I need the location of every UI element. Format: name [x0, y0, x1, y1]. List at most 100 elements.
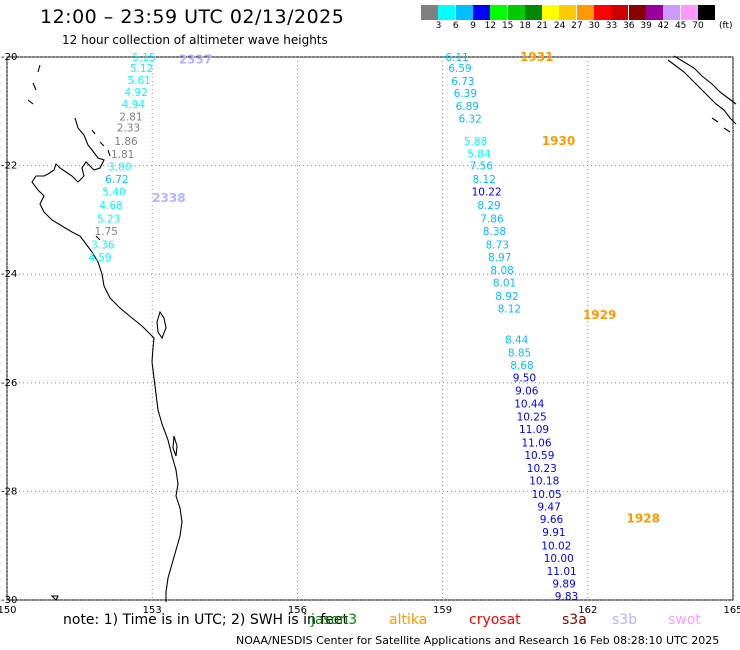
time-label: 1931 [520, 50, 553, 64]
legend-label: 33 [605, 21, 618, 31]
legend-label: 27 [571, 21, 583, 31]
time-label: 1930 [542, 134, 575, 148]
swh-value-label: 8.68 [510, 360, 533, 372]
legend-label: 36 [623, 21, 635, 31]
coastline [27, 55, 737, 602]
swh-value-label: 11.01 [547, 566, 577, 578]
swh-value-label: 3.36 [91, 239, 115, 251]
swh-value-label: 10.00 [544, 553, 574, 565]
legend-label: 24 [553, 21, 566, 31]
lon-tick-label: 162 [578, 605, 597, 615]
swh-value-label: 8.73 [486, 239, 509, 251]
swh-value-label: 6.89 [456, 101, 479, 113]
swh-values: 5.155.125.614.924.942.812.331.861.813.80… [88, 52, 578, 603]
legend-label: 39 [640, 21, 652, 31]
swh-value-label: 1.81 [111, 149, 134, 161]
legend-swatch [611, 5, 629, 20]
legend-unit: (ft) [719, 21, 733, 31]
legend-label: 3 [435, 21, 442, 31]
legend-swatch [490, 5, 508, 20]
legend-swatch [680, 5, 698, 20]
footnote: note: 1) Time is in UTC; 2) SWH is in fe… [0, 612, 740, 632]
swh-value-label: 10.44 [514, 398, 544, 410]
legend-label: 12 [484, 21, 497, 31]
swh-value-label: 11.09 [519, 424, 549, 436]
swh-value-label: 9.91 [542, 527, 565, 539]
legend-swatch [438, 5, 456, 20]
credit-line: NOAA/NESDIS Center for Satellite Applica… [236, 634, 720, 647]
swh-value-label: 9.06 [515, 385, 539, 397]
legend-swatch [576, 5, 594, 20]
swh-value-label: 6.59 [448, 63, 471, 75]
whitsunday-islands [91, 129, 111, 241]
lon-tick-label: 150 [0, 605, 17, 615]
map-frame [6, 56, 734, 601]
satellite-altika: altika [389, 612, 428, 628]
satellite-cryosat: cryosat [469, 612, 521, 628]
swh-value-label: 9.83 [555, 591, 578, 603]
swh-value-label: 8.08 [490, 265, 513, 277]
swh-value-label: 9.47 [537, 502, 560, 514]
swh-value-label: 8.92 [495, 291, 518, 303]
swh-value-label: 6.73 [451, 76, 474, 88]
swh-value-label: 10.23 [527, 463, 557, 475]
satellite-swot: swot [668, 612, 701, 628]
fraser-island [156, 310, 167, 340]
swh-value-label: 10.59 [524, 450, 554, 462]
swh-value-label: 10.05 [532, 489, 562, 501]
swh-value-label: 8.85 [508, 347, 531, 359]
legend-swatch [663, 5, 681, 20]
swh-value-label: 10.22 [472, 187, 502, 199]
lat-tick-label: -22 [1, 161, 17, 172]
legend-label: 9 [470, 21, 476, 31]
swh-value-label: 5.88 [464, 136, 487, 148]
swh-value-label: 5.12 [130, 63, 153, 75]
lat-tick-label: -28 [1, 486, 17, 497]
lon-tick-label: 153 [143, 605, 162, 615]
swh-value-label: 10.25 [517, 411, 547, 423]
legend-swatch [697, 5, 715, 20]
swh-value-label: 3.80 [108, 162, 131, 174]
swh-value-label: 1.86 [114, 136, 138, 148]
legend-swatch [472, 5, 490, 20]
swh-value-label: 5.15 [132, 52, 155, 64]
swh-value-label: 7.86 [480, 213, 504, 225]
swh-value-label: 6.39 [454, 88, 477, 100]
legend-swatch [507, 5, 525, 20]
swh-value-label: 5.61 [127, 75, 150, 87]
time-label: 2337 [179, 53, 212, 67]
swh-value-label: 8.01 [493, 277, 516, 289]
wave-height-map: 150 153 156 159 162 165 -20 -22 -24 -26 -28 -30 233… [0, 50, 740, 615]
lat-tick-label: -30 [1, 595, 17, 606]
satellite-s3a: s3a [562, 612, 587, 628]
time-label: 1928 [627, 512, 660, 526]
new-caledonia-coastline [667, 55, 737, 125]
swh-value-label: 8.12 [498, 303, 521, 315]
swh-value-label: 8.44 [505, 334, 529, 346]
legend-label: 6 [452, 21, 459, 31]
swh-value-label: 8.97 [488, 252, 511, 264]
legend-swatch [455, 5, 473, 20]
swh-value-label: 8.38 [483, 226, 506, 238]
swh-value-label: 10.18 [529, 476, 559, 488]
swh-value-label: 8.29 [477, 200, 500, 212]
lon-tick-label: 159 [433, 605, 452, 615]
legend-label: 15 [501, 21, 514, 31]
legend-label: 70 [692, 21, 704, 31]
legend-swatch [559, 5, 577, 20]
time-label: 1929 [583, 308, 616, 322]
small-island-south [50, 595, 59, 601]
time-label: 2338 [152, 191, 185, 205]
map-grid [6, 56, 734, 601]
swh-value-label: 9.66 [540, 514, 564, 526]
satellite-jason3: jason3 [311, 612, 358, 628]
swh-value-label: 5.40 [102, 187, 125, 199]
swh-value-label: 7.56 [470, 161, 494, 173]
swh-value-label: 2.33 [117, 123, 140, 135]
lon-tick-label: 165 [723, 605, 740, 615]
axis-ticks: 150 153 156 159 162 165 -20 -22 -24 -26 -28 -30 [0, 52, 740, 615]
swh-value-label: 2.81 [119, 112, 142, 124]
swh-value-label: 6.32 [458, 113, 481, 125]
swh-value-label: 9.50 [513, 372, 536, 384]
loyalty-islands [711, 117, 731, 133]
